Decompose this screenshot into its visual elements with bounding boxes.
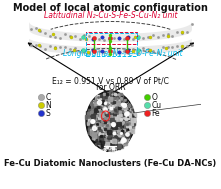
Text: O: O xyxy=(151,92,157,101)
Text: Latitudinal N₂-Cu-S-Fe-S-Cu-N₂ unit: Latitudinal N₂-Cu-S-Fe-S-Cu-N₂ unit xyxy=(44,11,177,20)
Text: 2 nm: 2 nm xyxy=(103,147,117,153)
Polygon shape xyxy=(29,39,192,55)
Text: Cu: Cu xyxy=(151,101,161,109)
Text: C: C xyxy=(45,92,51,101)
Bar xyxy=(86,32,137,44)
Text: N: N xyxy=(45,101,51,109)
Circle shape xyxy=(86,91,135,151)
Text: Model of local atomic configuration: Model of local atomic configuration xyxy=(13,3,208,13)
Text: Fe-Cu Diatomic Nanoclusters (Fe-Cu DA-NCs): Fe-Cu Diatomic Nanoclusters (Fe-Cu DA-NC… xyxy=(4,159,217,168)
Text: E₁₂ = 0.951 V vs 0.89 V of Pt/C: E₁₂ = 0.951 V vs 0.89 V of Pt/C xyxy=(52,77,169,86)
Text: Longitudinal N₂-Fe-O-Fe-N₂ unit: Longitudinal N₂-Fe-O-Fe-N₂ unit xyxy=(63,49,183,57)
Text: for ORR: for ORR xyxy=(96,83,125,92)
Text: S: S xyxy=(45,108,50,118)
Bar xyxy=(86,33,137,56)
Polygon shape xyxy=(29,22,192,42)
Text: Fe: Fe xyxy=(151,108,160,118)
